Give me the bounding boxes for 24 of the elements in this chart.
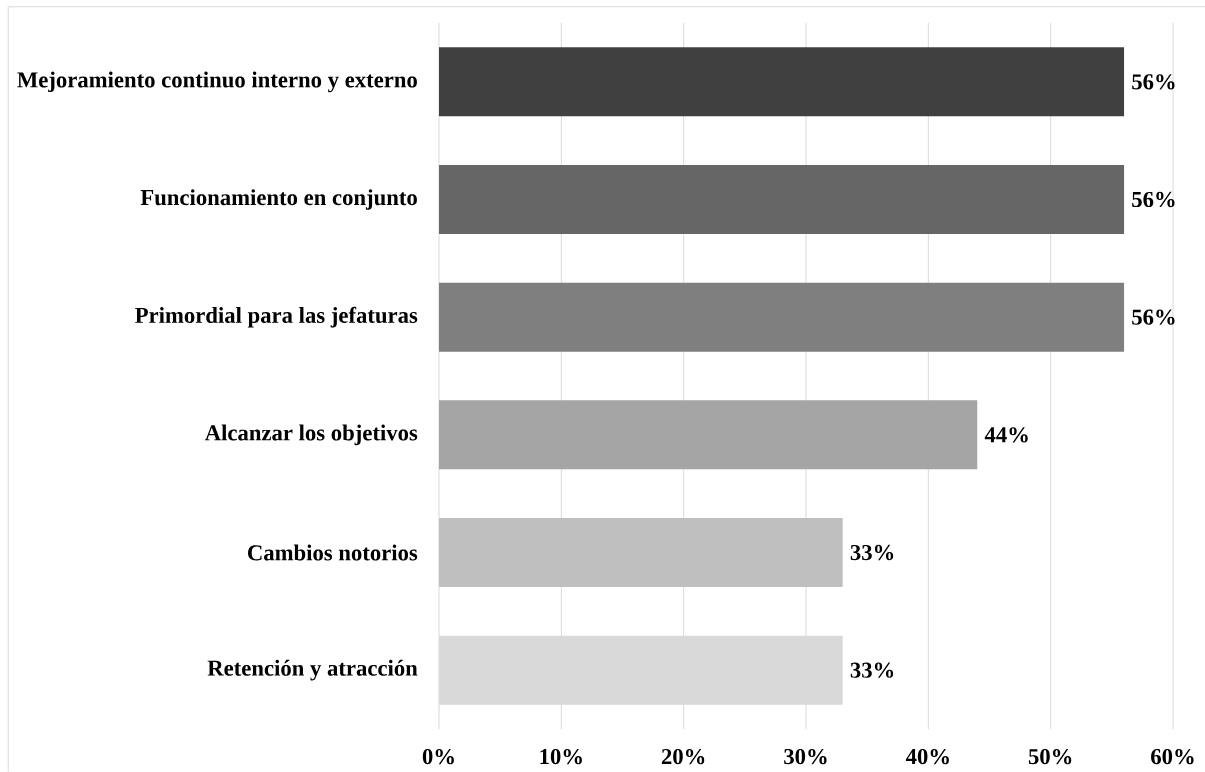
bar [439, 165, 1125, 234]
x-tick-label: 30% [784, 748, 827, 765]
data-label: 33% [850, 544, 894, 561]
y-tick-label: Mejoramiento continuo interno y externo [17, 71, 417, 93]
y-tick-label: Cambios notorios [248, 544, 418, 561]
x-tick-label: 60% [1151, 748, 1194, 765]
y-tick-label: Funcionamiento en conjunto [140, 189, 417, 210]
data-label: 33% [850, 662, 894, 678]
x-tick-label: 40% [905, 748, 949, 765]
x-tick-label: 20% [661, 748, 705, 765]
y-tick-label: Alcanzar los objetivos [204, 424, 418, 446]
bar [439, 400, 978, 470]
bar [439, 282, 1125, 352]
data-label: 56% [1132, 191, 1175, 208]
data-label: 56% [1132, 309, 1175, 325]
data-label: 44% [984, 427, 1028, 443]
x-tick-label: 0% [422, 748, 454, 765]
x-tick-label: 10% [540, 748, 582, 765]
y-tick-label: Retención y atracción [207, 659, 418, 681]
bar [439, 47, 1125, 117]
bar [439, 518, 843, 587]
x-tick-label: 50% [1028, 748, 1072, 765]
data-label: 56% [1132, 74, 1175, 90]
y-tick-label: Primordial para las jefaturas [135, 306, 418, 328]
